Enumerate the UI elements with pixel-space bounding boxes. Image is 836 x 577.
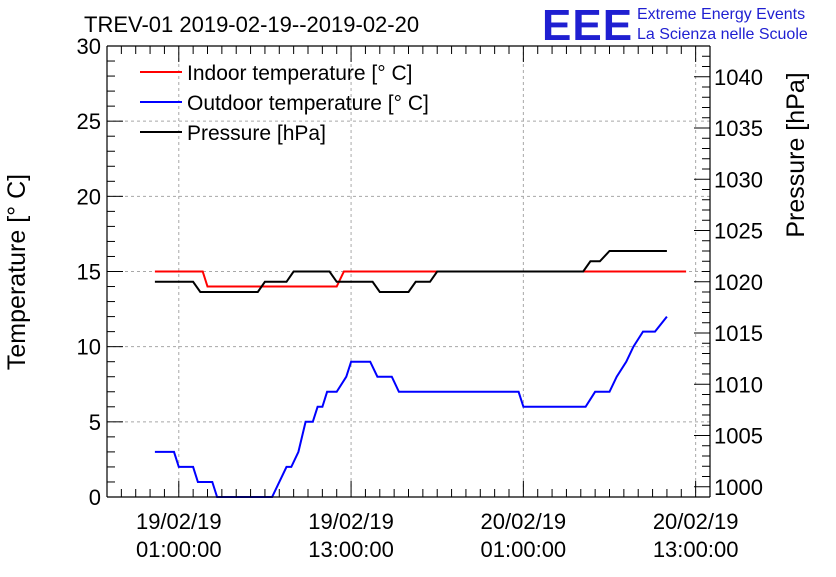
y2-tick-label-3: 1015 — [714, 321, 763, 346]
logo-mark: EEE — [542, 1, 633, 50]
ticks — [106, 45, 711, 498]
y-tick-label-5: 25 — [77, 109, 101, 134]
chart-title: TREV-01 2019-02-19--2019-02-20 — [84, 12, 419, 37]
y-axis-title: Temperature [° C] — [3, 174, 31, 370]
legend-label-pressure: Pressure [hPa] — [187, 122, 326, 145]
x-tick-label-date-1: 19/02/19 — [308, 509, 394, 534]
tick-labels: 0510152025301000100510101015102010251030… — [77, 34, 763, 562]
series-line-1 — [154, 315, 668, 498]
x-tick-label-time-2: 01:00:00 — [481, 537, 567, 562]
y-tick-label-3: 15 — [77, 260, 101, 285]
logo-line-1: Extreme Energy Events — [637, 6, 805, 23]
logo-line-2: La Scienza nelle Scuole — [637, 26, 808, 43]
y2-tick-label-5: 1025 — [714, 219, 763, 244]
y-tick-label-0: 0 — [89, 485, 101, 510]
y2-tick-label-8: 1040 — [714, 65, 763, 90]
series-line-0 — [154, 270, 687, 288]
y2-tick-label-6: 1030 — [714, 167, 763, 192]
x-tick-label-time-3: 13:00:00 — [653, 537, 739, 562]
eee-logo: EEE Extreme Energy Events La Scienza nel… — [542, 1, 808, 50]
x-tick-label-time-0: 01:00:00 — [136, 537, 222, 562]
y-tick-label-4: 20 — [77, 184, 101, 209]
y-tick-label-1: 5 — [89, 410, 101, 435]
series-line-2 — [154, 250, 667, 293]
legend: Indoor temperature [° C] Outdoor tempera… — [140, 62, 429, 145]
x-tick-label-time-1: 13:00:00 — [308, 537, 394, 562]
y2-tick-label-2: 1010 — [714, 372, 763, 397]
x-tick-label-date-0: 19/02/19 — [136, 509, 222, 534]
y-tick-label-2: 10 — [77, 335, 101, 360]
series-lines — [154, 250, 687, 498]
x-tick-label-date-2: 20/02/19 — [481, 509, 567, 534]
legend-label-indoor: Indoor temperature [° C] — [187, 62, 413, 85]
x-tick-label-date-3: 20/02/19 — [653, 509, 739, 534]
y2-tick-label-7: 1035 — [714, 116, 763, 141]
legend-label-outdoor: Outdoor temperature [° C] — [187, 92, 429, 115]
y2-tick-label-1: 1005 — [714, 424, 763, 449]
y2-tick-label-4: 1020 — [714, 270, 763, 295]
y-tick-label-6: 30 — [77, 34, 101, 59]
y2-tick-label-0: 1000 — [714, 475, 763, 500]
y2-axis-title: Pressure [hPa] — [782, 72, 810, 237]
